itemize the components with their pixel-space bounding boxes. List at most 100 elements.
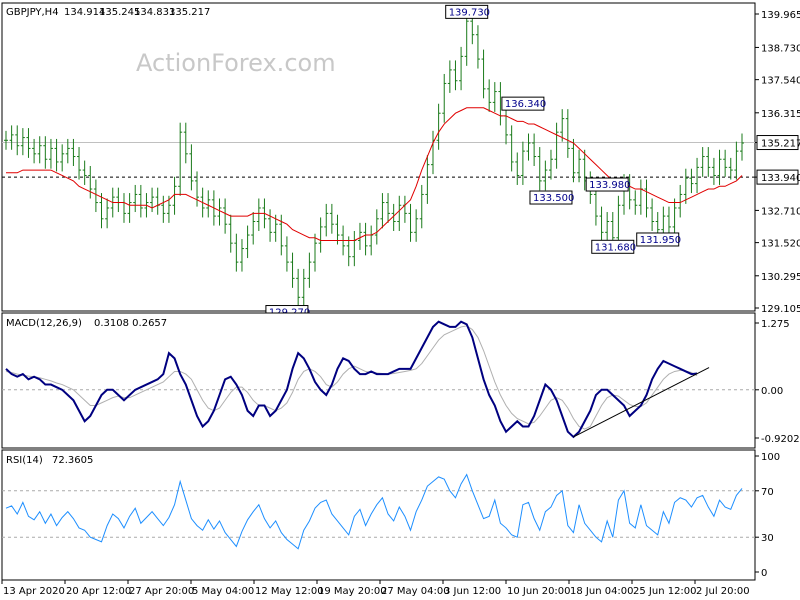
macd-tick-label: 0.00: [761, 386, 783, 397]
price-bar: [644, 179, 649, 218]
time-tick-label: 13 Apr 2020: [3, 586, 65, 597]
price-bar: [88, 166, 93, 199]
annotation-box: [529, 190, 573, 205]
price-bar: [251, 212, 256, 245]
macd-values: 0.3108 0.2657: [94, 318, 167, 329]
price-bar: [60, 144, 65, 172]
price-bar: [296, 268, 301, 307]
price-bar: [324, 203, 329, 237]
annotation-box: [445, 4, 489, 19]
macd-label: MACD(12,26,9): [6, 318, 82, 329]
price-bar: [99, 193, 104, 229]
price-bar: [48, 138, 53, 169]
price-bar: [408, 203, 413, 242]
annotation-label: 139.730: [449, 7, 490, 18]
price-bar: [436, 103, 441, 150]
macd-axis: 1.275 0.00 -0.9202: [755, 319, 800, 445]
price-bar: [318, 217, 323, 253]
price-bar: [105, 198, 110, 229]
rsi-tick-label: 70: [761, 487, 774, 498]
price-bar: [178, 122, 183, 196]
time-tick-label: 27 May 04:00: [381, 586, 450, 597]
price-bar: [554, 122, 559, 169]
price-bar: [4, 130, 8, 150]
price-axis: 139.965 138.730 137.540 136.315 135.217 133.9…: [755, 10, 800, 315]
price-bar: [459, 46, 464, 91]
price-bar: [195, 171, 200, 207]
price-bar: [717, 149, 722, 185]
price-bar: [605, 212, 610, 242]
price-annotation: 139.730: [445, 4, 490, 19]
price-panel[interactable]: [1, 2, 756, 312]
price-bar: [183, 122, 188, 164]
price-bar: [650, 198, 655, 231]
price-bar: [532, 133, 537, 167]
price-bar: [346, 236, 351, 267]
price-bar: [515, 152, 520, 185]
price-tick-label: 133.940: [761, 173, 800, 184]
price-bar: [453, 60, 458, 91]
price-bar: [728, 157, 733, 180]
time-tick-label: 25 Jun 12:00: [633, 586, 697, 597]
price-bar: [633, 190, 638, 215]
price-bar: [32, 138, 37, 164]
price-bar: [307, 252, 312, 288]
ohlc-high: 135.245: [99, 7, 140, 18]
macd-tick-label: -0.9202: [761, 434, 800, 445]
price-annotations: 139.730 136.340 133.500 133.980 131.680 131.9…: [265, 4, 681, 320]
price-bar: [329, 203, 334, 234]
ohlc-low: 134.833: [134, 7, 175, 18]
price-bar: [481, 49, 486, 99]
price-bar: [374, 209, 379, 245]
price-bar: [683, 168, 688, 204]
annotation-label: 131.680: [595, 242, 636, 253]
price-bar: [599, 206, 604, 242]
annotation-box: [585, 177, 629, 192]
price-bar: [82, 160, 87, 185]
price-annotation: 131.680: [591, 239, 636, 254]
price-bar: [616, 195, 621, 248]
price-bar: [548, 149, 553, 180]
annotation-box: [501, 96, 545, 111]
time-tick-label: 12 May 12:00: [255, 586, 324, 597]
price-bar: [442, 73, 447, 123]
price-bar: [172, 176, 177, 215]
rsi-lines: [2, 473, 755, 550]
price-bar: [487, 79, 492, 112]
price-bar: [593, 184, 598, 226]
price-bar: [475, 25, 480, 69]
price-bar: [93, 179, 98, 213]
price-bar: [290, 252, 295, 288]
price-tick-label: 131.520: [761, 239, 800, 250]
annotation-box: [591, 239, 635, 254]
price-bar: [734, 141, 739, 180]
price-bar: [526, 133, 531, 161]
price-bar: [391, 203, 396, 231]
price-bar: [228, 214, 233, 253]
price-bar: [740, 133, 744, 161]
price-bar: [133, 184, 138, 213]
rsi-panel[interactable]: [1, 449, 756, 581]
price-bar: [71, 138, 76, 167]
price-bar: [723, 149, 728, 177]
price-bar: [464, 11, 469, 66]
ohlc-close: 135.217: [169, 7, 210, 18]
price-bar: [223, 198, 228, 234]
price-bar: [268, 209, 273, 242]
rsi-line: [5, 473, 743, 550]
price-bar: [577, 149, 582, 183]
price-tick-label: 139.965: [761, 10, 800, 21]
price-bar: [520, 141, 525, 185]
price-bar: [414, 209, 419, 242]
price-bar: [571, 138, 576, 183]
macd-tick-label: 1.275: [761, 319, 790, 330]
price-bar: [239, 239, 244, 272]
price-bar: [161, 195, 166, 223]
price-lines: [2, 11, 755, 307]
macd-panel[interactable]: [1, 312, 756, 449]
price-tick-label: 136.315: [761, 109, 800, 120]
rsi-tick-label: 0: [761, 568, 767, 579]
price-bar: [565, 109, 570, 158]
price-bar: [537, 147, 542, 191]
